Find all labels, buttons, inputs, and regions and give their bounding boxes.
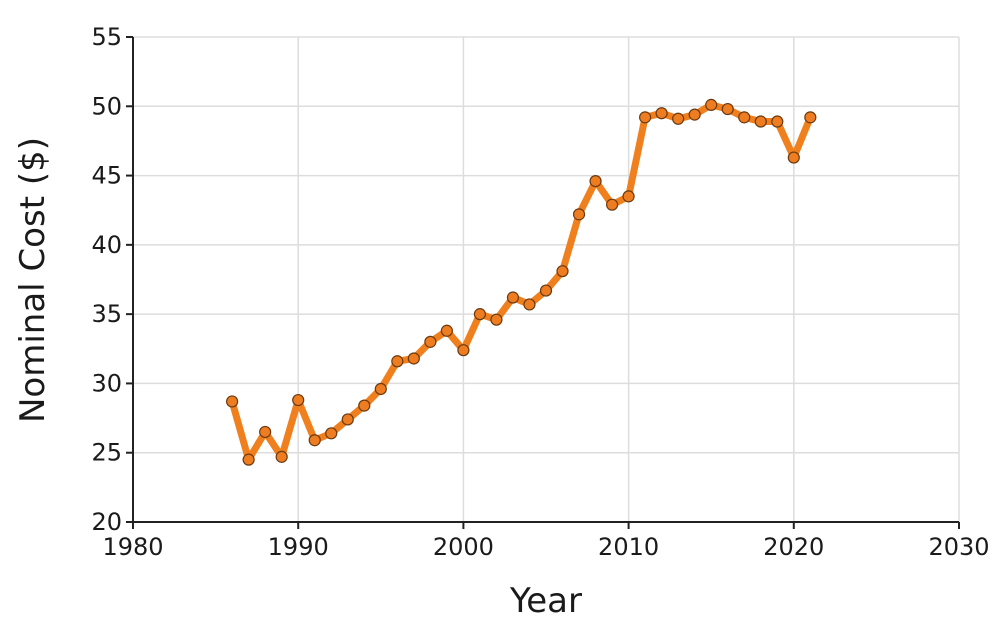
x-axis-title: Year xyxy=(509,581,582,621)
data-point xyxy=(738,111,751,124)
data-point xyxy=(292,393,305,407)
x-tick-label: 1990 xyxy=(268,533,329,561)
data-point xyxy=(259,425,272,439)
y-tick-label: 20 xyxy=(91,508,122,536)
ticks: 1980 1990 2000 2010 2020 2030 20 25 30 35 40 45 50 55 xyxy=(91,23,989,561)
data-point xyxy=(556,265,569,278)
y-tick-label: 45 xyxy=(91,162,122,190)
data-point xyxy=(325,427,338,440)
x-tick-label: 2000 xyxy=(433,533,494,561)
axes xyxy=(132,37,959,523)
data-point xyxy=(672,112,685,125)
data-point xyxy=(440,324,453,337)
data-point xyxy=(308,434,321,447)
series-line xyxy=(228,101,814,464)
x-tick-label: 2010 xyxy=(598,533,659,561)
data-point xyxy=(473,308,487,321)
y-tick-label: 40 xyxy=(91,231,122,259)
data-point xyxy=(705,98,718,112)
data-point xyxy=(605,198,619,211)
data-point xyxy=(358,399,371,412)
data-point xyxy=(804,111,817,124)
data-point xyxy=(490,313,503,326)
y-axis-title: Nominal Cost ($) xyxy=(13,137,53,423)
data-point xyxy=(242,453,255,466)
data-point xyxy=(424,335,437,348)
series xyxy=(226,98,817,466)
x-tick-label: 2030 xyxy=(928,533,989,561)
y-tick-label: 55 xyxy=(91,23,122,51)
data-point xyxy=(407,352,420,365)
data-point xyxy=(506,291,520,304)
data-point xyxy=(457,344,470,357)
data-point xyxy=(275,450,288,463)
data-point xyxy=(374,382,387,396)
data-point xyxy=(771,115,784,128)
data-point xyxy=(787,151,800,164)
data-point xyxy=(226,395,239,408)
data-point xyxy=(572,208,586,221)
data-point xyxy=(341,413,354,426)
data-point xyxy=(688,108,701,121)
data-point xyxy=(655,107,668,120)
data-point xyxy=(539,284,553,297)
data-point xyxy=(622,190,635,203)
y-tick-label: 25 xyxy=(91,439,122,467)
data-point xyxy=(721,102,734,116)
y-tick-label: 30 xyxy=(91,369,122,397)
data-point xyxy=(523,298,536,311)
y-tick-label: 50 xyxy=(91,92,122,120)
data-point xyxy=(589,175,602,188)
y-tick-label: 35 xyxy=(91,300,122,328)
data-point xyxy=(391,355,404,368)
x-tick-label: 2020 xyxy=(763,533,824,561)
data-point xyxy=(639,111,652,124)
data-point xyxy=(754,115,767,128)
x-tick-label: 1980 xyxy=(102,533,163,561)
grid xyxy=(132,36,960,523)
